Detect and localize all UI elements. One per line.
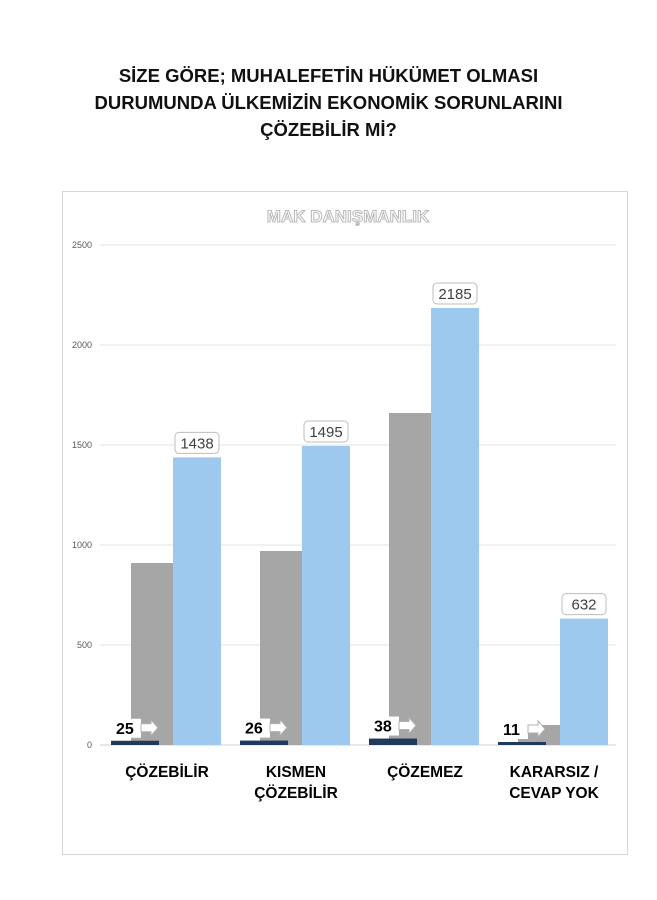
- percent-label: 38: [374, 719, 392, 736]
- callout-arrow: [269, 718, 288, 737]
- bar-gray: [260, 551, 308, 745]
- category-label: ÇÖZEBİLİR: [254, 785, 338, 802]
- percent-label: 26: [245, 721, 263, 738]
- value-label: 1438: [180, 435, 213, 452]
- percent-label-bg: [113, 718, 141, 738]
- value-label: 632: [571, 597, 596, 614]
- y-tick-label: 500: [77, 640, 92, 650]
- value-label: 1495: [309, 424, 342, 441]
- y-tick-label: 1000: [72, 540, 92, 550]
- value-label-box: [432, 282, 478, 305]
- watermark-text: MAK DANIŞMANLIK: [267, 207, 430, 226]
- value-label-box: [174, 431, 220, 454]
- bar-gray: [389, 413, 437, 745]
- bar-percent: [240, 740, 288, 745]
- category-label: ÇÖZEMEZ: [387, 764, 463, 781]
- y-tick-label: 2000: [72, 340, 92, 350]
- x-axis: ÇÖZEBİLİR KISMEN ÇÖZEBİLİR ÇÖZEMEZ KARARSIZ …: [125, 764, 599, 802]
- y-axis: 0 500 1000 1500 2000 2500: [72, 240, 92, 750]
- category-label: KISMEN: [266, 764, 326, 781]
- bar-blue: [560, 618, 608, 745]
- value-label-box: [303, 420, 349, 443]
- percent-label-bg: [500, 720, 528, 739]
- data-labels: 1438 25 1495 26 2185 38 632 11: [113, 282, 607, 739]
- title-line-1: SİZE GÖRE; MUHALEFETİN HÜKÜMET OLMASI: [118, 65, 539, 86]
- bars: [111, 308, 608, 745]
- title-line-3: ÇÖZEBİLİR Mİ?: [260, 119, 397, 140]
- y-tick-label: 0: [87, 740, 92, 750]
- value-label-box: [561, 593, 607, 616]
- category-label: ÇÖZEBİLİR: [125, 764, 209, 781]
- callout-arrow: [140, 718, 159, 738]
- y-tick-label: 2500: [72, 240, 92, 250]
- bar-percent: [369, 738, 417, 745]
- percent-label-bg: [242, 718, 270, 738]
- y-tick-label: 1500: [72, 440, 92, 450]
- title-line-2: DURUMUNDA ÜLKEMİZİN EKONOMİK SORUNLARINI: [94, 92, 563, 113]
- category-label: CEVAP YOK: [509, 785, 599, 802]
- bar-percent: [498, 742, 546, 745]
- callout-arrow: [527, 719, 546, 739]
- bar-blue: [431, 308, 479, 745]
- bar-blue: [302, 446, 350, 745]
- chart-title: SİZE GÖRE; MUHALEFETİN HÜKÜMET OLMASI DU…: [40, 62, 617, 143]
- percent-label-bg: [371, 716, 399, 736]
- callout-arrow: [398, 716, 417, 735]
- bar-gray: [131, 563, 179, 745]
- category-label: KARARSIZ /: [510, 764, 599, 781]
- bar-blue: [173, 457, 221, 745]
- bar-percent: [111, 740, 159, 745]
- percent-label: 11: [503, 722, 520, 739]
- percent-label: 25: [116, 721, 134, 738]
- value-label: 2185: [438, 286, 471, 303]
